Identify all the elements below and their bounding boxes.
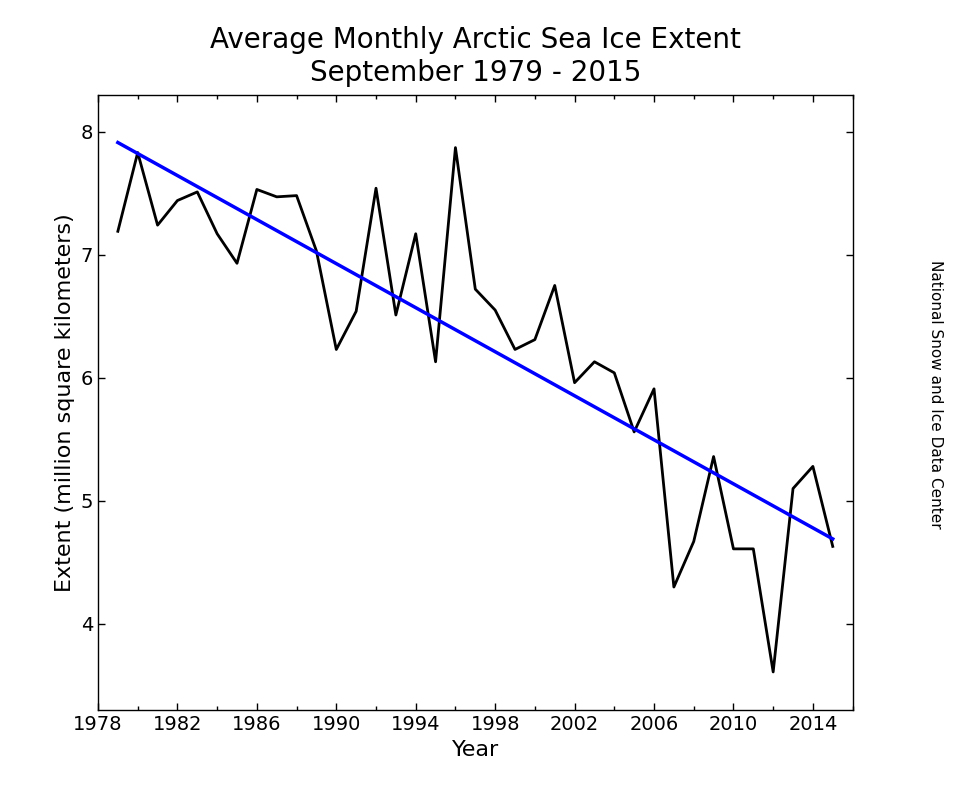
X-axis label: Year: Year bbox=[452, 739, 499, 760]
Y-axis label: Extent (million square kilometers): Extent (million square kilometers) bbox=[55, 213, 75, 592]
Title: Average Monthly Arctic Sea Ice Extent
September 1979 - 2015: Average Monthly Arctic Sea Ice Extent Se… bbox=[210, 26, 741, 87]
Text: National Snow and Ice Data Center: National Snow and Ice Data Center bbox=[928, 260, 944, 529]
